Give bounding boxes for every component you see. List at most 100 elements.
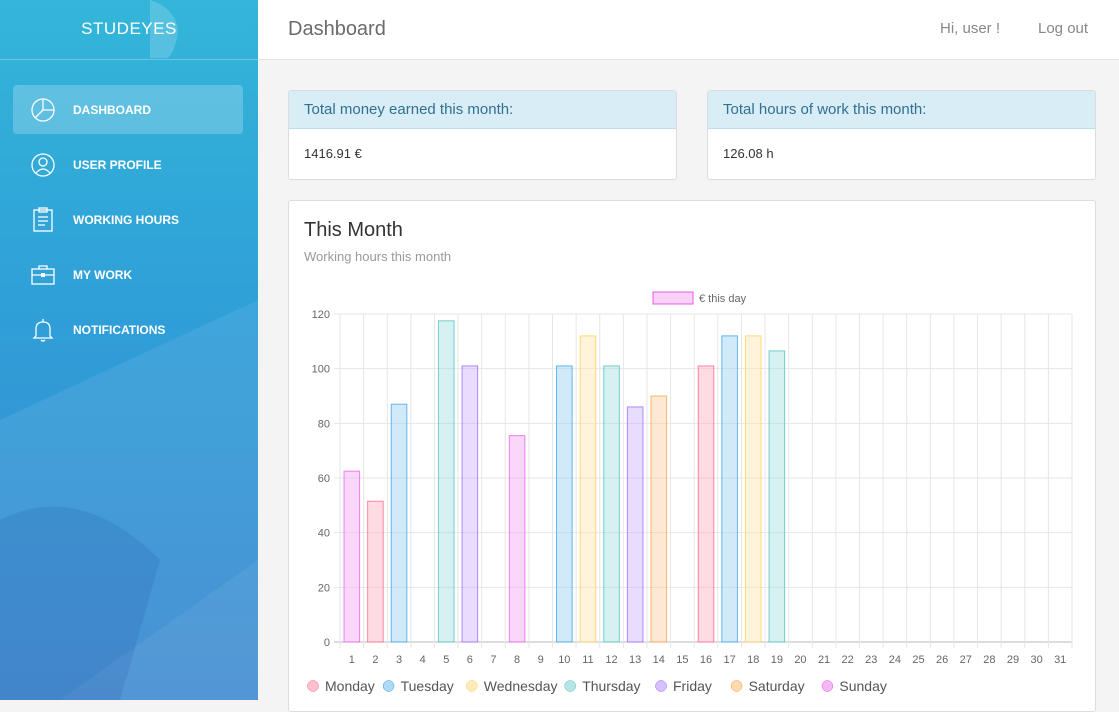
legend-swatch-wednesday (466, 680, 478, 692)
briefcase-icon (29, 261, 57, 289)
x-tick-label: 25 (912, 654, 924, 666)
page-title: Dashboard (288, 18, 386, 40)
bar-day-10 (556, 365, 573, 643)
sidebar-item-label: DASHBOARD (73, 102, 151, 117)
x-tick-label: 20 (794, 654, 806, 666)
x-tick-label: 7 (490, 654, 496, 666)
money-earned-value: 1416.91 € (304, 146, 362, 161)
bar-day-17 (721, 335, 738, 643)
y-tick-label: 40 (318, 528, 330, 540)
x-tick-label: 21 (818, 654, 830, 666)
legend-swatch-tuesday (382, 680, 395, 692)
logout-link[interactable]: Log out (1038, 20, 1089, 37)
x-tick-label: 24 (889, 654, 901, 666)
hours-worked-label: Total hours of work this month: (708, 91, 1095, 129)
bar-day-12 (603, 365, 620, 643)
sidebar-item-dashboard[interactable]: DASHBOARD (13, 85, 243, 134)
bar-day-18 (744, 335, 762, 643)
y-tick-label: 60 (318, 473, 330, 485)
top-navbar: Dashboard Hi, user ! Log out (258, 0, 1119, 60)
panel-title: This Month (304, 219, 403, 241)
sidebar-item-notifications[interactable]: NOTIFICATIONS (13, 305, 243, 354)
bar-day-19 (768, 350, 786, 643)
legend-label-monday: Monday (325, 678, 375, 694)
x-tick-label: 22 (842, 654, 854, 666)
bell-icon (29, 316, 57, 344)
x-tick-label: 5 (443, 654, 449, 666)
x-tick-label: 23 (865, 654, 877, 666)
sidebar-background-image (0, 0, 258, 700)
x-tick-label: 1 (349, 654, 355, 666)
bar-day-1 (343, 470, 361, 643)
x-tick-label: 16 (700, 654, 712, 666)
legend-swatch-saturday (730, 680, 743, 692)
sidebar-nav: DASHBOARD USER PROFILE WORKING HOURS MY … (13, 85, 243, 360)
bar-day-13 (626, 406, 644, 643)
x-tick-label: 26 (936, 654, 948, 666)
sidebar-item-my-work[interactable]: MY WORK (13, 250, 243, 299)
hours-worked-value: 126.08 h (723, 146, 774, 161)
x-tick-label: 8 (514, 654, 520, 666)
legend-dataset-label: € this day (699, 293, 747, 305)
x-tick-label: 13 (629, 654, 641, 666)
x-tick-label: 18 (747, 654, 759, 666)
x-tick-label: 9 (538, 654, 544, 666)
y-tick-label: 100 (312, 364, 330, 376)
legend-dataset-swatch (652, 291, 694, 305)
money-earned-label: Total money earned this month: (289, 91, 676, 129)
x-tick-label: 19 (771, 654, 783, 666)
x-tick-label: 30 (1030, 654, 1042, 666)
brand-logo[interactable]: STUDEYES (0, 0, 258, 60)
legend-label-sunday: Sunday (839, 678, 886, 694)
x-tick-label: 29 (1007, 654, 1019, 666)
sidebar-item-working-hours[interactable]: WORKING HOURS (13, 195, 243, 244)
sidebar-item-label: MY WORK (73, 267, 133, 282)
bar-day-11 (579, 335, 597, 643)
x-tick-label: 3 (396, 654, 402, 666)
legend-swatch-thursday (564, 680, 576, 692)
legend-swatch-friday (655, 680, 667, 692)
bar-day-14 (650, 395, 668, 643)
x-tick-label: 10 (558, 654, 570, 666)
legend-label-wednesday: Wednesday (484, 678, 558, 694)
x-tick-label: 14 (653, 654, 665, 666)
hours-worked-card: Total hours of work this month: 126.08 h (707, 90, 1096, 180)
x-tick-label: 15 (676, 654, 688, 666)
user-greeting-link[interactable]: Hi, user ! (940, 20, 1001, 37)
legend-label-tuesday: Tuesday (401, 678, 454, 694)
legend-label-friday: Friday (673, 678, 712, 694)
legend-label-saturday: Saturday (749, 678, 805, 694)
bar-day-5 (437, 320, 455, 643)
x-tick-label: 31 (1054, 654, 1066, 666)
bar-day-16 (697, 365, 715, 643)
monthly-chart-panel: This Month Working hours this month 0 20 4… (288, 200, 1096, 712)
money-earned-card: Total money earned this month: 1416.91 € (288, 90, 677, 180)
bar-day-3 (390, 403, 408, 643)
bar-day-8 (508, 435, 526, 643)
sidebar: STUDEYES DASHBOARD USER PROFILE WORKING … (0, 0, 258, 700)
legend-swatch-sunday (821, 680, 834, 692)
x-tick-label: 17 (723, 654, 735, 666)
y-tick-label: 120 (312, 309, 330, 321)
x-tick-label: 4 (420, 654, 426, 666)
x-tick-label: 12 (605, 654, 617, 666)
pie-chart-icon (29, 96, 57, 124)
legend-label-thursday: Thursday (582, 678, 640, 694)
panel-subtitle: Working hours this month (304, 249, 452, 264)
x-tick-label: 28 (983, 654, 995, 666)
sidebar-item-label: WORKING HOURS (73, 212, 179, 227)
x-tick-label: 6 (467, 654, 473, 666)
y-tick-label: 0 (324, 637, 330, 649)
legend-swatch-monday (307, 680, 319, 692)
sidebar-item-user-profile[interactable]: USER PROFILE (13, 140, 243, 189)
y-tick-label: 80 (318, 418, 330, 430)
y-tick-label: 20 (318, 582, 330, 594)
user-icon (29, 151, 57, 179)
bar-day-2 (367, 500, 384, 643)
sidebar-item-label: NOTIFICATIONS (73, 322, 166, 337)
x-tick-label: 27 (960, 654, 972, 666)
x-tick-label: 2 (372, 654, 378, 666)
bar-day-6 (461, 365, 479, 643)
x-tick-label: 11 (582, 654, 593, 666)
